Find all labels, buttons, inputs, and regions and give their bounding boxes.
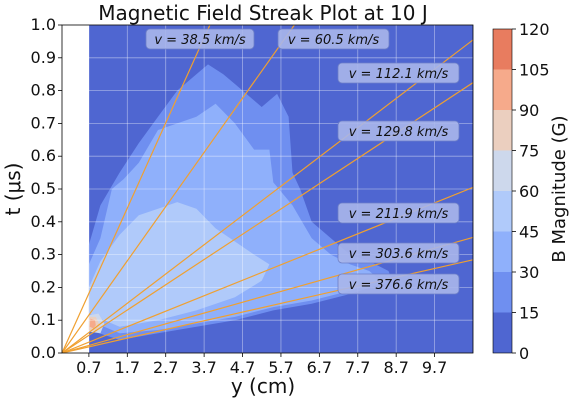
y-tick-label: 0.7 [31,113,56,132]
velocity-line [62,25,295,353]
x-tick-label: 9.7 [422,358,447,377]
x-tick-label: 4.7 [230,358,255,377]
velocity-label-text: v = 38.5 km/s [154,33,246,48]
colorbar-segment [493,29,512,70]
velocity-label-text: v = 376.6 km/s [349,278,449,293]
velocity-line [62,39,473,353]
x-tick-label: 6.7 [307,358,332,377]
velocity-label-box [337,120,460,142]
y-axis-ticks: 0.0 0.1 0.2 0.3 0.4 0.5 0.6 0.7 0.8 0.9 1.0 [31,15,62,362]
chart-title: Magnetic Field Streak Plot at 10 J [98,1,428,25]
y-tick-label: 0.5 [31,179,56,198]
y-tick-label: 1.0 [31,15,56,34]
velocity-label-text: v = 112.1 km/s [349,67,449,82]
colorbar-tick-label: 15 [519,304,539,323]
colorbar-tick-label: 120 [519,20,550,39]
contour-regions [88,64,393,340]
velocity-label-text: v = 129.8 km/s [349,125,449,140]
velocity-label-box [337,202,460,224]
contour-region-90 [89,318,96,329]
x-axis-label: y (cm) [231,374,295,398]
x-tick-label: 5.7 [268,358,293,377]
x-tick-label: 8.7 [383,358,408,377]
colorbar-tick-label: 60 [519,182,539,201]
colorbar-segment [493,110,512,151]
velocity-label: v = 38.5 km/s [145,28,255,50]
colorbar-segment [493,191,512,232]
y-tick-label: 0.0 [31,343,56,362]
x-axis-ticks: 0.7 1.7 2.7 3.7 4.7 5.7 6.7 7.7 8.7 9.7 [76,353,447,377]
colorbar-tick-label: 30 [519,263,539,282]
velocity-labels: v = 38.5 km/s v = 60.5 km/s v = 112.1 km/s… [145,28,460,295]
y-tick-label: 0.4 [31,212,56,231]
colorbar-tick-label: 75 [519,142,539,161]
velocity-label: v = 60.5 km/s [277,28,390,50]
colorbar-segment [493,231,512,272]
colorbar-tick-label: 0 [519,344,529,363]
y-tick-label: 0.9 [31,48,56,67]
colorbar-segment [493,150,512,191]
x-tick-label: 3.7 [191,358,216,377]
y-tick-label: 0.3 [31,245,56,264]
x-tick-label: 2.7 [153,358,178,377]
velocity-label-text: v = 211.9 km/s [349,207,449,222]
y-tick-label: 0.1 [31,310,56,329]
colorbar-tick-label: 105 [519,61,550,80]
velocity-label-box [337,62,460,84]
colorbar-segment [493,312,512,353]
velocity-label: v = 303.6 km/s [337,242,460,264]
velocity-label: v = 211.9 km/s [337,202,460,224]
velocity-label-text: v = 60.5 km/s [288,33,380,48]
velocity-line [62,25,211,353]
velocity-label-box [337,273,460,295]
colorbar-segment [493,69,512,110]
velocity-label: v = 376.6 km/s [337,273,460,295]
velocity-label: v = 129.8 km/s [337,120,460,142]
colorbar-tick-label: 45 [519,223,539,242]
y-tick-label: 0.2 [31,277,56,296]
x-tick-label: 1.7 [115,358,140,377]
colorbar-segment [493,272,512,313]
velocity-label: v = 112.1 km/s [337,62,460,84]
x-tick-label: 7.7 [345,358,370,377]
colorbar-label: B Magnitude (G) [549,115,570,262]
velocity-label-box [277,28,390,50]
y-tick-label: 0.6 [31,146,56,165]
velocity-label-text: v = 303.6 km/s [349,247,449,262]
x-tick-label: 0.7 [76,358,101,377]
colorbar: 0 15 30 45 60 75 90 105 120 [492,20,550,363]
y-axis-label: t (μs) [1,163,25,216]
velocity-label-box [337,242,460,264]
velocity-label-box [145,28,255,50]
colorbar-tick-label: 90 [519,101,539,120]
y-tick-label: 0.8 [31,81,56,100]
